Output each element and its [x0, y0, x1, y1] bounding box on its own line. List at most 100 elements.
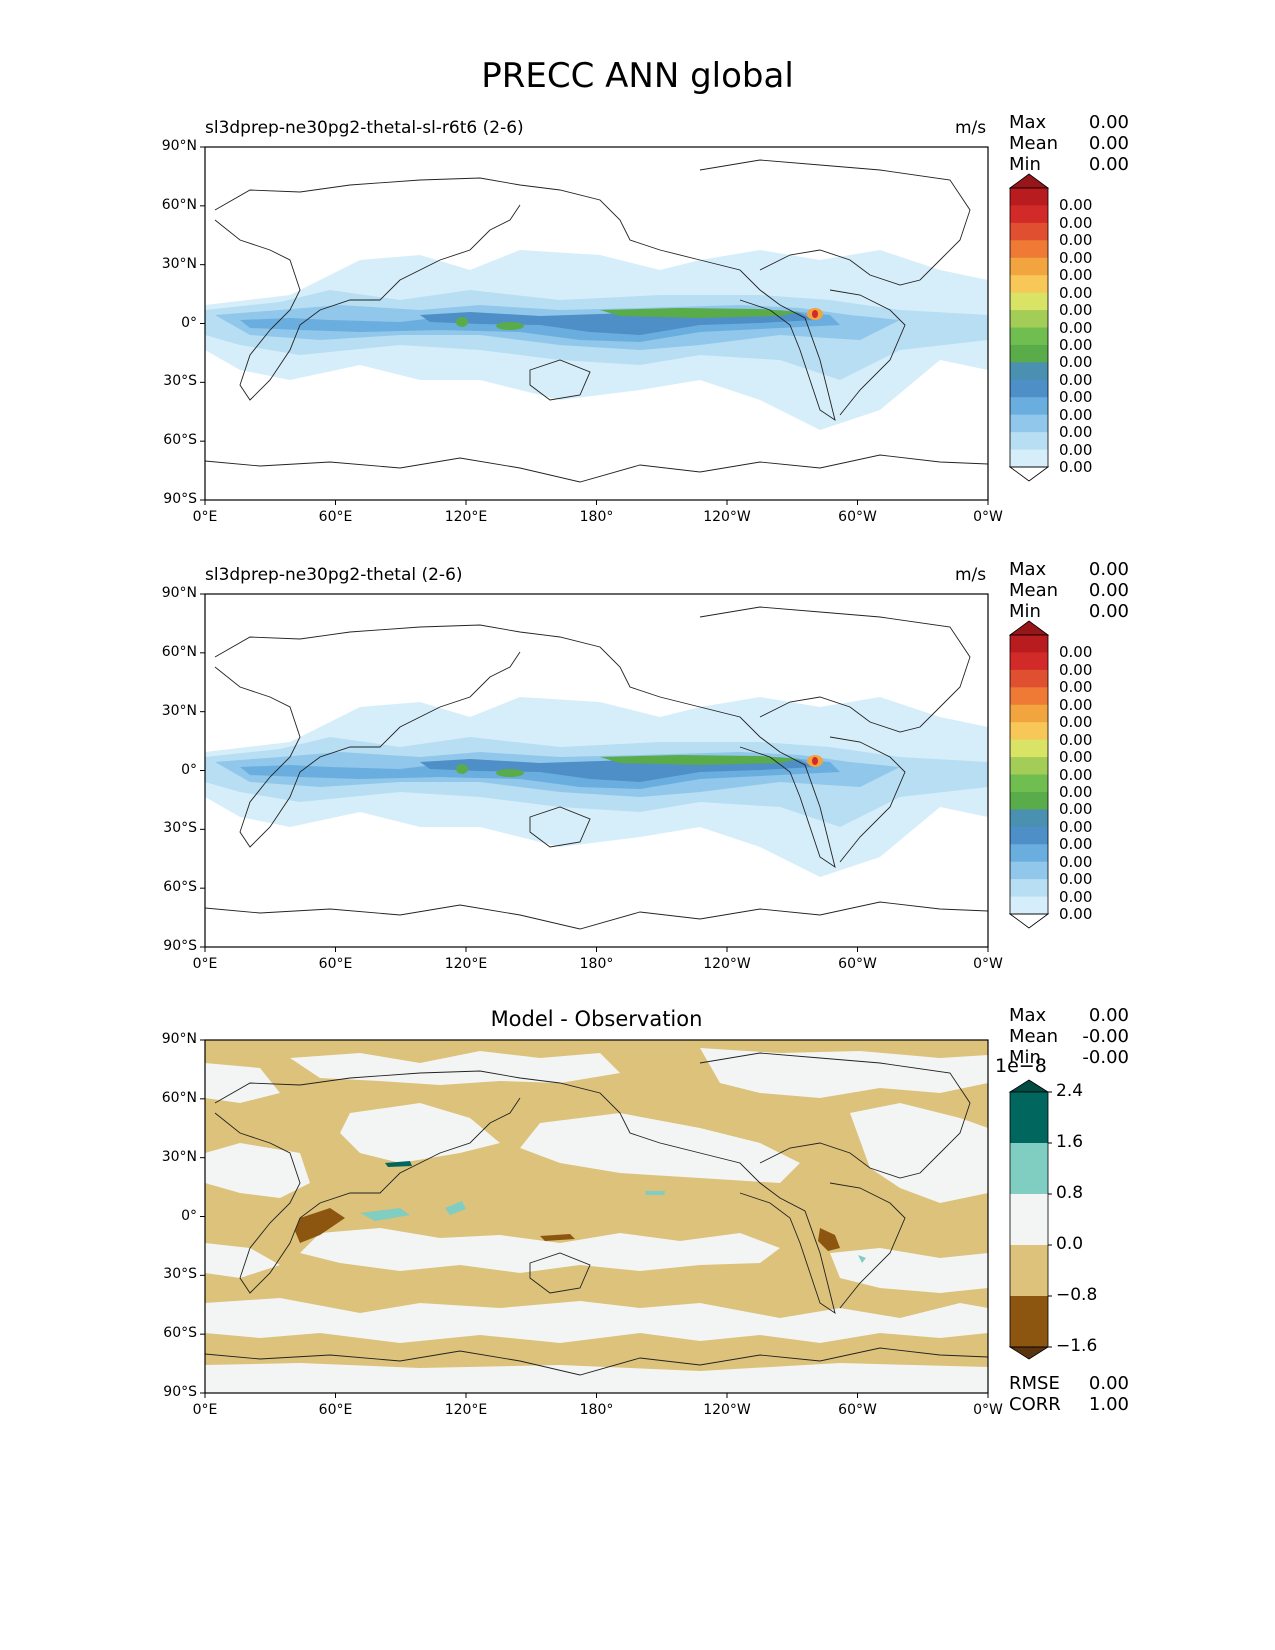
panel-title: sl3dprep-ne30pg2-thetal-sl-r6t6 (2-6)	[205, 118, 524, 138]
colorbar-segment	[1010, 310, 1048, 328]
colorbar-segment	[1010, 344, 1048, 363]
colorbar-label: 0.00	[1059, 748, 1093, 767]
difference-contours	[205, 1048, 988, 1393]
y-tick-label: 90°S	[163, 1384, 197, 1400]
colorbar-segment	[1010, 275, 1048, 294]
stat-max-value: 0.00	[1088, 1005, 1129, 1026]
reference-panel: sl3dprep-ne30pg2-thetal (2-6) m/s Max 0.…	[0, 557, 1275, 1027]
colorbar-extend-bottom	[1008, 1346, 1050, 1360]
y-tick-label: 30°S	[163, 373, 197, 390]
x-tick-label: 0°W	[973, 509, 1003, 525]
colorbar-label: 0.00	[1059, 353, 1093, 372]
colorbar	[1008, 173, 1050, 482]
stat-min-value: -0.00	[1082, 1047, 1129, 1068]
colorbar-extend-top	[1008, 620, 1050, 636]
rmse-label: RMSE	[1009, 1373, 1060, 1394]
stat-min-value: 0.00	[1088, 601, 1129, 622]
stat-min-label: Min	[1009, 154, 1041, 175]
colorbar-label: 0.00	[1059, 301, 1093, 320]
colorbar-label: 0.00	[1059, 423, 1093, 442]
colorbar-segment	[1010, 397, 1048, 416]
colorbar-extend-top	[1008, 173, 1050, 189]
colorbar-frame	[1009, 1091, 1049, 1348]
stat-mean-value: 0.00	[1088, 580, 1129, 601]
colorbar-label: 0.00	[1059, 730, 1093, 749]
x-tick-label: 120°E	[444, 956, 488, 972]
colorbar-label: 0.00	[1059, 713, 1093, 732]
colorbar-segment	[1010, 327, 1048, 346]
axis-ticks	[200, 1039, 989, 1398]
colorbar-extend-bottom	[1008, 466, 1050, 482]
x-tick-label: 60°W	[838, 509, 877, 525]
colorbar-label: 0.00	[1059, 231, 1093, 250]
colorbar-segment	[1010, 896, 1048, 915]
panel-title: Model - Observation	[490, 1007, 703, 1031]
x-tick-label: 0°E	[192, 1402, 218, 1418]
axis-ticks	[200, 593, 989, 952]
precip-contours	[205, 250, 988, 430]
y-tick-label: 60°N	[161, 1089, 197, 1106]
y-tick-label: 30°S	[163, 820, 197, 837]
colorbar-segment	[1010, 739, 1048, 758]
colorbar-segment	[1010, 240, 1048, 259]
y-tick-label: 90°S	[163, 938, 197, 954]
y-tick-label: 90°S	[163, 491, 197, 507]
stat-max-value: 0.00	[1088, 559, 1129, 580]
colorbar-label: 0.00	[1059, 695, 1093, 714]
colorbar-segment	[1010, 1143, 1048, 1195]
colorbar-exponent: 1e−8	[995, 1055, 1047, 1077]
y-tick-label: 30°S	[163, 1266, 197, 1283]
coastlines	[205, 159, 988, 483]
stat-mean-label: Mean	[1009, 1026, 1059, 1047]
panel-title: sl3dprep-ne30pg2-thetal (2-6)	[205, 565, 463, 585]
corr-label: CORR	[1009, 1394, 1061, 1415]
colorbar-label: 0.00	[1059, 213, 1093, 232]
colorbar-segment	[1010, 222, 1048, 241]
y-tick-label: 60°S	[163, 879, 197, 896]
x-tick-label: 180°	[579, 1402, 614, 1418]
x-tick-label: 120°E	[444, 1402, 488, 1418]
y-tick-label: 60°N	[161, 196, 197, 213]
colorbar-segment	[1010, 652, 1048, 671]
colorbar-label: 0.00	[1059, 678, 1093, 697]
stat-max-label: Max	[1009, 112, 1047, 133]
stat-mean-value: 0.00	[1088, 133, 1129, 154]
colorbar-label: 0.00	[1059, 196, 1093, 215]
colorbar-label: 0.00	[1059, 440, 1093, 459]
stat-max-label: Max	[1009, 559, 1047, 580]
colorbar-label: 0.00	[1059, 458, 1093, 476]
x-tick-label: 60°W	[838, 956, 877, 972]
units-label: m/s	[955, 118, 987, 138]
y-tick-label: 30°N	[161, 702, 197, 719]
stat-max-label: Max	[1009, 1005, 1047, 1026]
colorbar-segment	[1010, 809, 1048, 828]
colorbar-label: 0.00	[1059, 248, 1093, 267]
coastlines	[205, 606, 988, 930]
x-tick-label: 120°W	[703, 1402, 751, 1418]
precip-map	[200, 146, 1050, 505]
colorbar-extend-bottom	[1008, 913, 1050, 929]
x-tick-label: 120°W	[703, 956, 751, 972]
colorbar-segment	[1010, 432, 1048, 451]
colorbar-segment	[1010, 687, 1048, 706]
colorbar-segment	[1010, 844, 1048, 863]
colorbar-segment	[1010, 774, 1048, 793]
y-tick-label: 0°	[181, 761, 197, 778]
x-tick-label: 60°E	[318, 1402, 353, 1418]
colorbar-frame	[1009, 634, 1049, 915]
x-tick-label: 120°W	[703, 509, 751, 525]
colorbar-label: 0.00	[1059, 318, 1093, 337]
colorbar-segment	[1010, 362, 1048, 381]
stat-mean-label: Mean	[1009, 580, 1059, 601]
colorbar-label: 0.00	[1059, 835, 1093, 854]
rmse-value: 0.00	[1088, 1373, 1129, 1394]
colorbar-segment	[1010, 257, 1048, 276]
difference-map	[200, 1039, 1052, 1398]
colorbar-label: 0.00	[1059, 266, 1093, 285]
colorbar-segment	[1010, 757, 1048, 775]
colorbar-label: 0.00	[1059, 388, 1093, 407]
colorbar-segment	[1010, 379, 1048, 398]
colorbar-segment	[1010, 635, 1048, 653]
axis-ticks	[200, 146, 989, 505]
colorbar-label: 0.00	[1059, 870, 1093, 889]
